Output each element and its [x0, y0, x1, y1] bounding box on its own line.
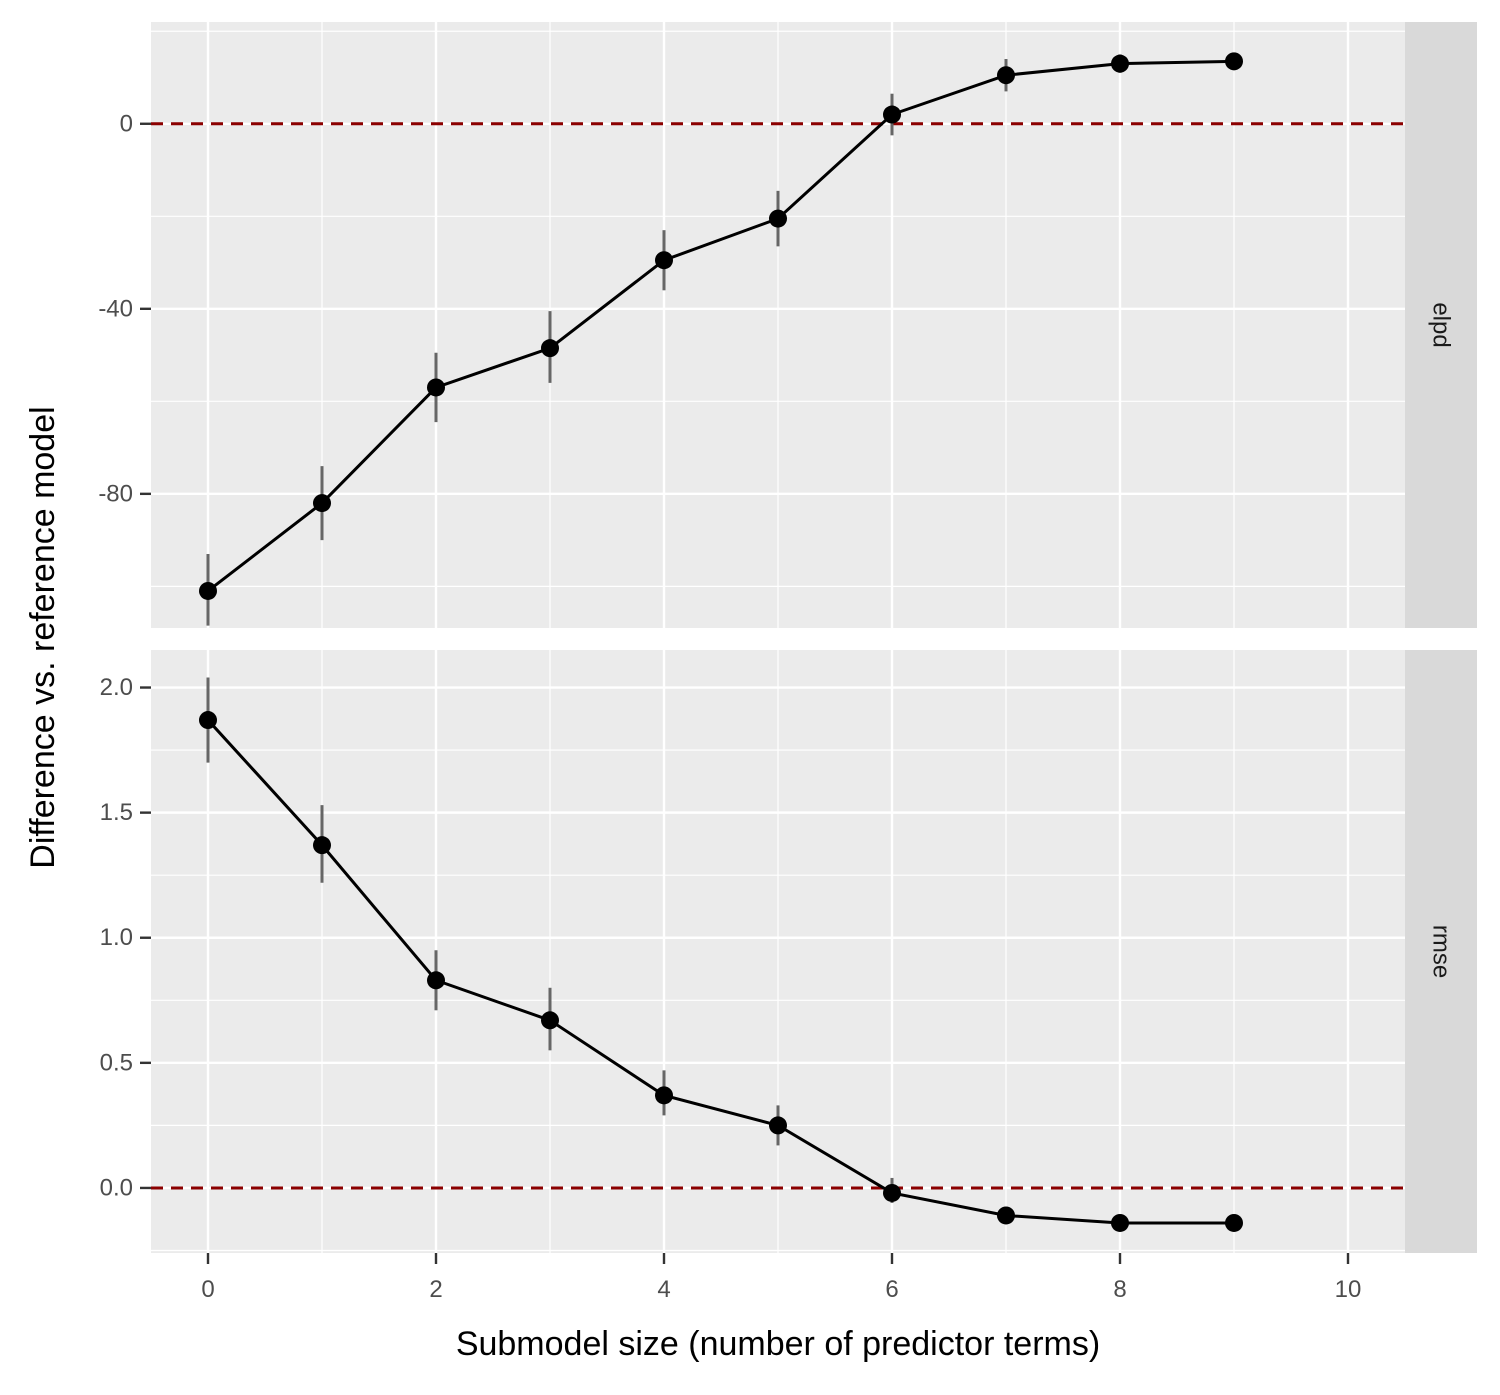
strip-label: rmse — [1428, 925, 1455, 978]
y-tick-label: -80 — [98, 480, 133, 507]
data-point — [1225, 1213, 1243, 1232]
y-tick-label: 0.0 — [100, 1174, 133, 1201]
x-axis-title: Submodel size (number of predictor terms… — [456, 1325, 1100, 1363]
strip-background — [1405, 650, 1477, 1253]
strip-background — [1405, 22, 1477, 628]
y-tick-label: 1.5 — [100, 799, 133, 826]
data-point — [199, 581, 217, 600]
series-line — [207, 59, 1235, 593]
x-tick-label: 4 — [657, 1276, 670, 1303]
data-point — [199, 711, 217, 730]
data-point — [769, 1116, 787, 1135]
data-point — [883, 105, 901, 124]
data-point — [769, 209, 787, 228]
x-tick-label: 10 — [1335, 1276, 1362, 1303]
x-tick-label: 8 — [1113, 1276, 1126, 1303]
y-tick-label: 1.0 — [100, 924, 133, 951]
y-tick-label: -40 — [98, 295, 133, 322]
strip-label: elpd — [1428, 302, 1455, 347]
data-point — [997, 1206, 1015, 1225]
data-point — [541, 1011, 559, 1030]
x-tick-label: 6 — [885, 1276, 898, 1303]
y-axis-title: Difference vs. reference model — [24, 406, 62, 868]
data-point — [1225, 52, 1243, 71]
data-point — [541, 339, 559, 358]
y-tick-label: 0 — [120, 110, 133, 137]
series-line — [206, 719, 1234, 1225]
data-point — [313, 836, 331, 855]
x-tick-label: 2 — [429, 1276, 442, 1303]
data-point — [427, 378, 445, 397]
data-point — [655, 1086, 673, 1105]
y-tick-label: 0.5 — [100, 1049, 133, 1076]
data-point — [1111, 1213, 1129, 1232]
data-point — [883, 1183, 901, 1202]
data-point — [997, 66, 1015, 85]
data-point — [655, 251, 673, 270]
y-tick-label: 2.0 — [100, 674, 133, 701]
data-point — [1111, 54, 1129, 73]
data-point — [427, 971, 445, 990]
data-point — [313, 494, 331, 513]
panel-elpd — [140, 22, 1477, 628]
panel-rmse — [140, 650, 1477, 1253]
x-tick-label: 0 — [201, 1276, 214, 1303]
